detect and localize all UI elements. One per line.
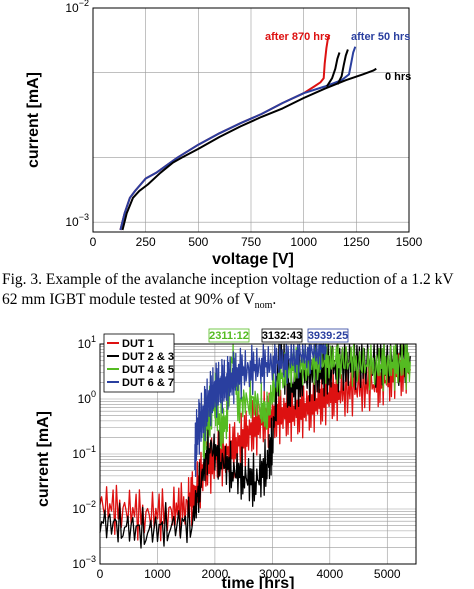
caption-line-2: 62 mm IGBT module tested at 90% of Vnom.	[2, 291, 277, 312]
y-axis-label: current [mA]	[35, 411, 52, 507]
plot-frame	[92, 7, 410, 233]
svg-text:3132:43: 3132:43	[262, 330, 302, 342]
series-group	[119, 34, 377, 231]
annotation-3939: 3939:25	[307, 328, 349, 343]
series-line-dut-6-7	[194, 343, 327, 478]
annotation-2311: 2311:12	[208, 328, 250, 343]
legend-label-dut45: DUT 4 & 5	[122, 364, 174, 376]
x-tick-label: 250	[136, 235, 156, 249]
x-tick-label: 5000	[374, 567, 401, 581]
legend-label-dut23: DUT 2 & 3	[122, 351, 174, 363]
y-tick-label: 10−3	[72, 554, 96, 571]
legend-label-dut67: DUT 6 & 7	[122, 377, 174, 389]
y-tick-label: 10−2	[72, 499, 96, 516]
x-tick-label: 1000	[144, 567, 171, 581]
x-tick-label: 0	[90, 235, 97, 249]
y-axis-label: current [mA]	[25, 72, 42, 168]
y-tick-label: 10−3	[65, 212, 89, 229]
annotation-0hrs: 0 hrs	[385, 71, 411, 83]
series-line-after-50-hrs	[119, 46, 357, 231]
y-tick-labels: 10−3 10−2	[65, 0, 89, 229]
series-line-dut-2-3	[99, 343, 411, 549]
x-axis-label: time [hrs]	[222, 575, 295, 589]
avalanche-voltage-chart: 0 250 500 750 1000 1250 1500 10−3 10−2 voltage …	[25, 0, 423, 268]
x-tick-label: 2000	[202, 567, 229, 581]
x-axis-label: voltage [V]	[212, 251, 294, 268]
x-tick-labels: 0 250 500 750 1000 1250 1500	[90, 235, 423, 249]
x-tick-label: 3000	[259, 567, 286, 581]
caption-line-1: Fig. 3. Example of the avalanche incepti…	[2, 271, 454, 288]
legend-label-dut1: DUT 1	[122, 338, 154, 350]
y-tick-labels: 10−3 10−2 10−1 100 101	[72, 334, 96, 571]
svg-text:2311:12: 2311:12	[209, 330, 249, 342]
x-tick-labels: 0 1000 2000 3000 4000 5000	[97, 567, 401, 581]
y-tick-label: 10−1	[72, 444, 96, 461]
svg-text:3939:25: 3939:25	[308, 330, 348, 342]
y-tick-label: 10−2	[65, 0, 89, 15]
legend: DUT 1 DUT 2 & 3 DUT 4 & 5 DUT 6 & 7	[103, 333, 175, 393]
plot-frame	[99, 343, 417, 565]
annotation-3132: 3132:43	[261, 328, 303, 343]
figure-caption: Fig. 3. Example of the avalanche incepti…	[2, 270, 472, 316]
x-tick-label: 500	[188, 235, 208, 249]
x-tick-label: 4000	[316, 567, 343, 581]
current-vs-time-chart: 0 1000 2000 3000 4000 5000 10−3 10−2 10−1 100 101…	[35, 328, 417, 589]
series-line-after-870-hrs	[119, 34, 331, 231]
x-tick-label: 1250	[343, 235, 370, 249]
series-group	[99, 343, 411, 549]
x-tick-label: 0	[97, 567, 104, 581]
x-tick-label: 750	[241, 235, 261, 249]
series-line-dut-4-5	[202, 343, 411, 459]
annotation-50hrs: after 50 hrs	[351, 31, 410, 43]
y-tick-label: 100	[78, 389, 96, 406]
series-line-0-hrs	[121, 67, 377, 231]
x-tick-label: 1000	[290, 235, 317, 249]
x-tick-label: 1500	[396, 235, 423, 249]
series-line-unnamed-4	[336, 49, 349, 85]
y-tick-label: 101	[78, 334, 96, 351]
annotation-870hrs: after 870 hrs	[265, 31, 330, 43]
series-line-unnamed-3	[325, 52, 341, 88]
